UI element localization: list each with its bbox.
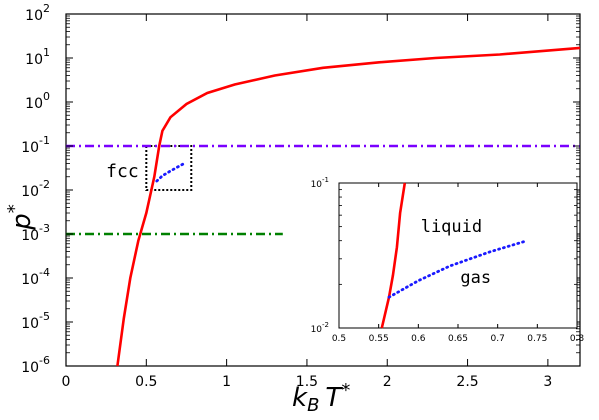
- series-line-2-dotted: [387, 239, 529, 299]
- x-tick-label: 0.65: [448, 334, 468, 344]
- y-tick-label: 10-6: [21, 354, 50, 376]
- main-ticks: 0 0.5 1 1.5 2 2.5 3 10-6 10-5 10-4 10-3 10-2 10-1 100…: [21, 2, 580, 390]
- annotation-liquid: liquid: [421, 217, 482, 237]
- y-tick-label: 10-4: [21, 266, 50, 288]
- x-tick-label: 0.5: [332, 334, 346, 344]
- x-tick-label: 0: [62, 374, 71, 390]
- x-tick-label: 1: [222, 374, 231, 390]
- x-tick-label: 2.5: [456, 374, 478, 390]
- inset-plot-frame: [338, 182, 578, 329]
- svg-text:kBT*: kB T*: [292, 380, 350, 416]
- y-tick-label: 100: [25, 90, 50, 112]
- svg-text:p*: p*: [4, 204, 37, 231]
- annotation-gas: gas: [460, 268, 491, 288]
- inset-ticks: 0.5 0.55 0.6 0.65 0.7 0.75 0.8 10-2 10-1: [311, 176, 585, 344]
- y-tick-label: 10-2: [311, 321, 329, 335]
- annotation-fcc: fcc: [106, 161, 139, 182]
- y-tick-label: 102: [25, 2, 50, 24]
- x-tick-label: 0.55: [369, 334, 389, 344]
- y-tick-label: 10-3: [21, 222, 50, 244]
- y-axis-label: p*: [4, 204, 37, 231]
- main-annotations: fcc: [106, 161, 139, 182]
- y-tick-label: 10-2: [21, 178, 50, 200]
- main-series-group: [66, 46, 581, 367]
- y-tick-label: 101: [25, 46, 50, 68]
- x-tick-label: 0.8: [570, 334, 585, 344]
- series-line-1-solid: [116, 46, 581, 367]
- x-tick-label: 0.5: [135, 374, 157, 390]
- x-axis-label: kB T*: [292, 380, 350, 416]
- inset-annotations: liquid gas: [421, 217, 491, 288]
- inset-plot: 0.5 0.55 0.6 0.65 0.7 0.75 0.8 10-2 10-1 liquid g…: [311, 176, 585, 344]
- x-tick-label: 0.7: [491, 334, 505, 344]
- x-tick-label: 2: [383, 374, 392, 390]
- x-tick-label: 1.5: [296, 374, 318, 390]
- x-tick-label: 3: [543, 374, 552, 390]
- y-tick-label: 10-5: [21, 310, 50, 332]
- inset-series-group: [380, 182, 529, 329]
- x-tick-label: 0.75: [527, 334, 547, 344]
- y-tick-label: 10-1: [21, 134, 50, 156]
- x-tick-label: 0.6: [411, 334, 426, 344]
- series-line-2-dotted: [155, 162, 186, 183]
- series-line-1-solid: [380, 182, 407, 329]
- y-tick-label: 10-1: [311, 176, 329, 190]
